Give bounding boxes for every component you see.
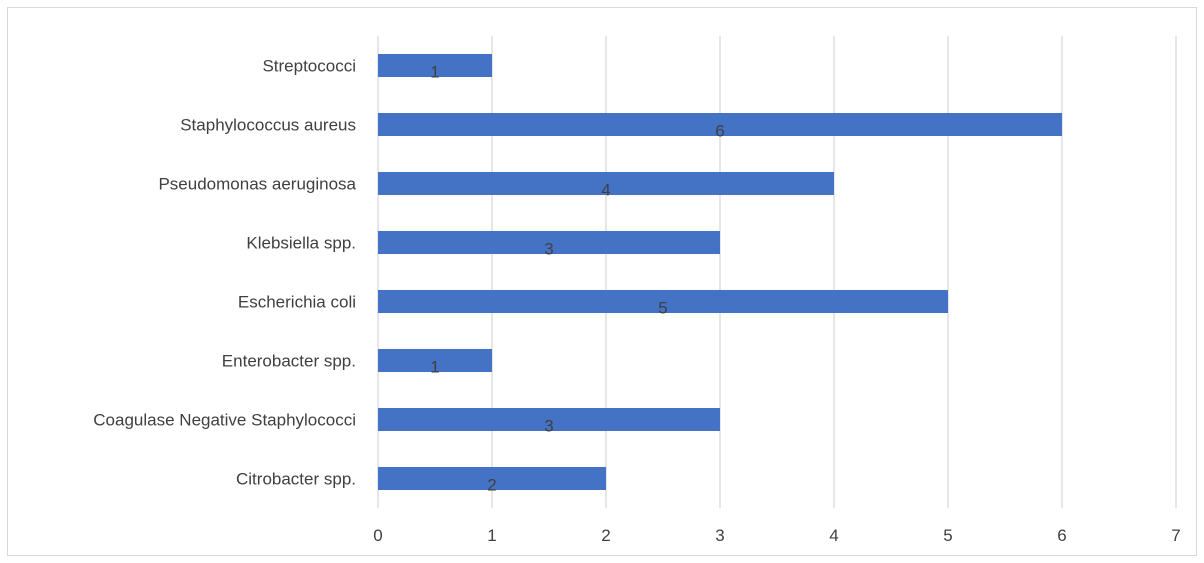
bar — [378, 349, 492, 372]
category-label: Citrobacter spp. — [236, 470, 356, 489]
category-label: Klebsiella spp. — [246, 234, 356, 253]
category-labels: Streptococci Staphylococcus aureus Pseudom… — [93, 57, 356, 489]
x-tick-label: 2 — [601, 526, 610, 545]
x-tick-label: 7 — [1171, 526, 1180, 545]
category-label: Coagulase Negative Staphylococci — [93, 411, 356, 430]
x-tick-label: 5 — [943, 526, 952, 545]
category-label: Escherichia coli — [238, 293, 356, 312]
bar — [378, 467, 606, 490]
bar — [378, 54, 492, 77]
x-axis-ticks: 0 1 2 3 4 5 6 7 — [373, 526, 1180, 545]
gridlines — [377, 36, 1177, 508]
data-label: 2 — [487, 476, 496, 495]
data-label: 3 — [544, 240, 553, 259]
bar — [378, 172, 834, 195]
x-tick-label: 4 — [829, 526, 838, 545]
category-label: Streptococci — [262, 57, 356, 76]
data-label: 6 — [715, 122, 724, 141]
category-label: Pseudomonas aeruginosa — [158, 175, 356, 194]
data-label: 5 — [658, 299, 667, 318]
data-labels: 1 6 4 3 5 1 3 2 — [430, 63, 724, 495]
bars — [378, 54, 1062, 490]
x-tick-label: 3 — [715, 526, 724, 545]
bar — [378, 113, 1062, 136]
category-label: Staphylococcus aureus — [180, 116, 356, 135]
chart-frame — [7, 7, 1197, 556]
bar — [378, 231, 720, 254]
data-label: 1 — [430, 63, 439, 82]
category-label: Enterobacter spp. — [222, 352, 356, 371]
bar — [378, 408, 720, 431]
data-label: 3 — [544, 417, 553, 436]
bar — [378, 290, 948, 313]
data-label: 4 — [601, 181, 610, 200]
data-label: 1 — [430, 358, 439, 377]
x-tick-label: 6 — [1057, 526, 1066, 545]
x-tick-label: 1 — [487, 526, 496, 545]
x-tick-label: 0 — [373, 526, 382, 545]
